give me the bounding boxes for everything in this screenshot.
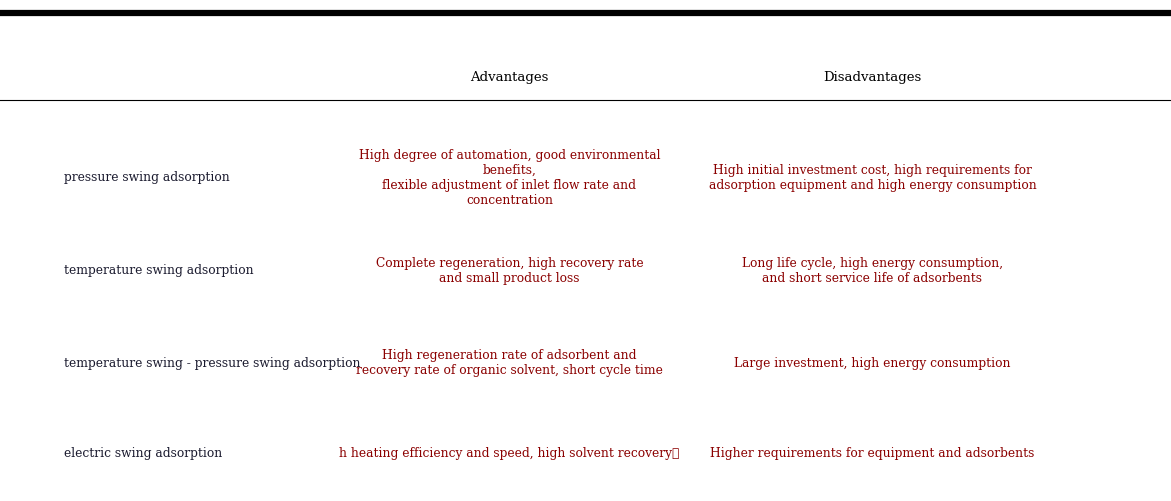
Text: temperature swing - pressure swing adsorption: temperature swing - pressure swing adsor… bbox=[64, 357, 361, 370]
Text: High regeneration rate of adsorbent and
recovery rate of organic solvent, short : High regeneration rate of adsorbent and … bbox=[356, 349, 663, 377]
Text: pressure swing adsorption: pressure swing adsorption bbox=[64, 171, 231, 184]
Text: High degree of automation, good environmental
benefits,
flexible adjustment of i: High degree of automation, good environm… bbox=[358, 149, 660, 207]
Text: Complete regeneration, high recovery rate
and small product loss: Complete regeneration, high recovery rat… bbox=[376, 257, 643, 285]
Text: Large investment, high energy consumption: Large investment, high energy consumptio… bbox=[734, 357, 1011, 370]
Text: h heating efficiency and speed, high solvent recovery：: h heating efficiency and speed, high sol… bbox=[340, 447, 679, 460]
Text: High initial investment cost, high requirements for
adsorption equipment and hig: High initial investment cost, high requi… bbox=[708, 164, 1036, 192]
Text: Advantages: Advantages bbox=[471, 71, 548, 84]
Text: Higher requirements for equipment and adsorbents: Higher requirements for equipment and ad… bbox=[710, 447, 1035, 460]
Text: temperature swing adsorption: temperature swing adsorption bbox=[64, 264, 254, 277]
Text: electric swing adsorption: electric swing adsorption bbox=[64, 447, 222, 460]
Text: Disadvantages: Disadvantages bbox=[823, 71, 922, 84]
Text: Long life cycle, high energy consumption,
and short service life of adsorbents: Long life cycle, high energy consumption… bbox=[742, 257, 1002, 285]
